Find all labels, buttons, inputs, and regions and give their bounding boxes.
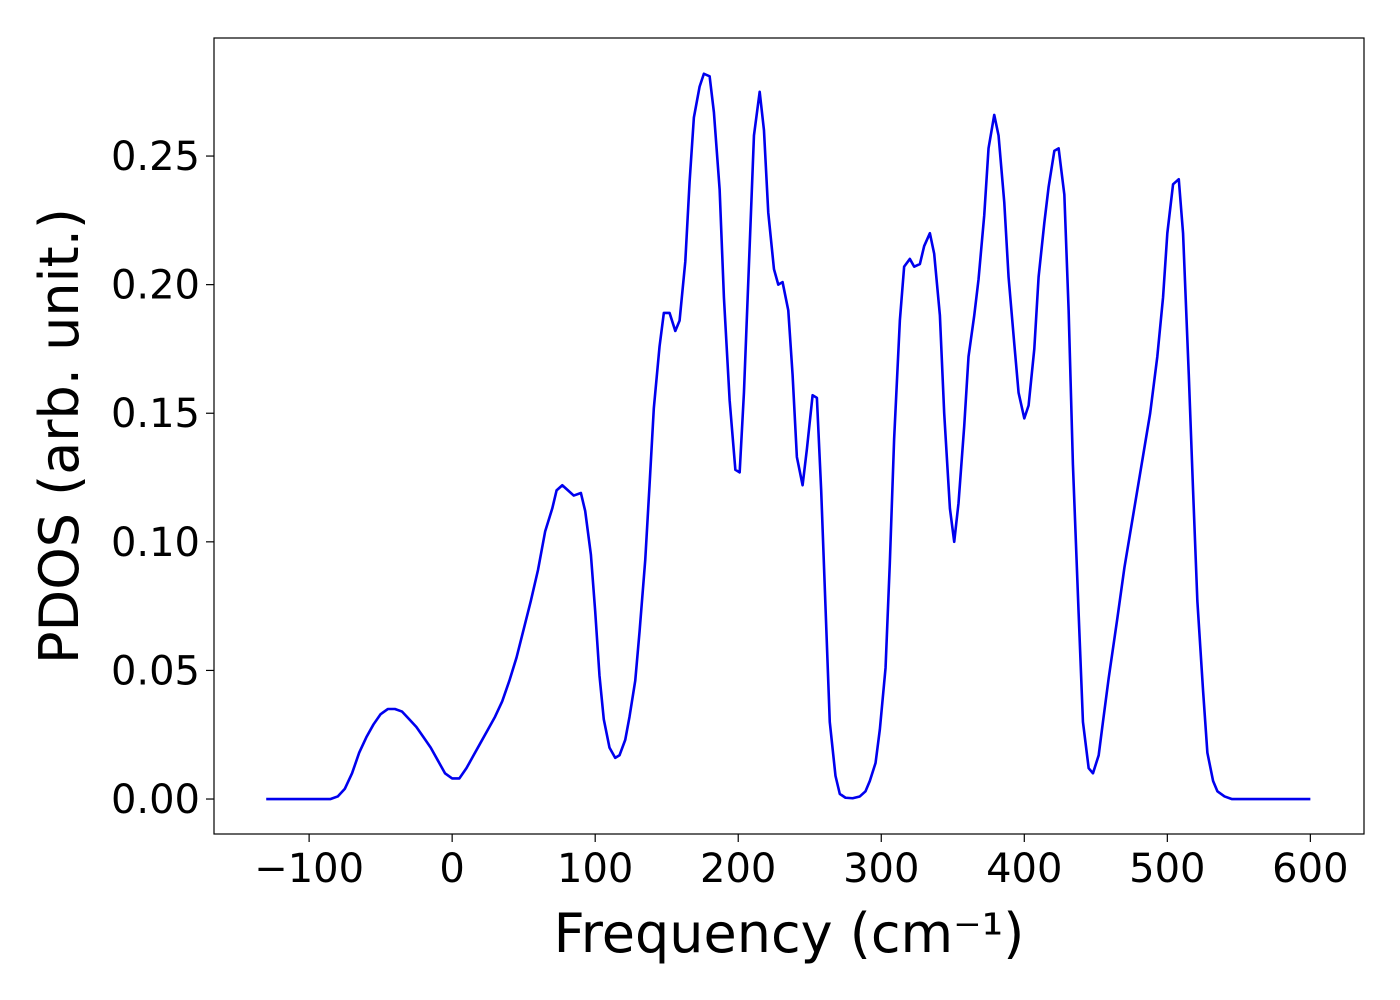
x-tick-label: 0	[439, 846, 464, 892]
x-tick-label: 300	[843, 846, 919, 892]
x-tick-label: 500	[1129, 846, 1205, 892]
y-tick-label: 0.10	[111, 520, 200, 566]
data-line	[266, 72, 1311, 801]
y-tick-label: 0.00	[111, 777, 200, 823]
y-tick-label: 0.15	[111, 391, 200, 437]
plot-frame	[213, 37, 1365, 835]
x-tick-label: 100	[557, 846, 633, 892]
x-tick-label: 200	[700, 846, 776, 892]
x-tick-label: 600	[1272, 846, 1348, 892]
x-tick-label: 400	[986, 846, 1062, 892]
x-tick-label: −100	[254, 846, 364, 892]
x-axis-label: Frequency (cm⁻¹)	[554, 902, 1025, 965]
y-tick-label: 0.20	[111, 263, 200, 309]
y-axis-label: PDOS (arb. unit.)	[28, 208, 91, 664]
y-tick-label: 0.25	[111, 134, 200, 180]
y-tick-label: 0.05	[111, 648, 200, 694]
